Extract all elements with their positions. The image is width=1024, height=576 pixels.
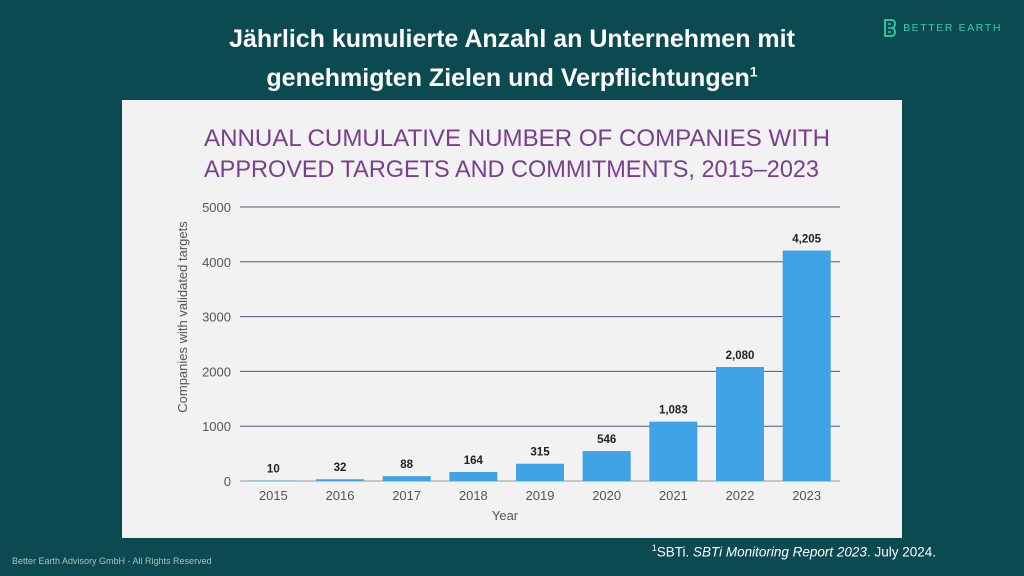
x-tick-label: 2022 <box>726 488 755 503</box>
y-tick-label: 3000 <box>202 310 231 325</box>
footnote-mark: 1 <box>651 543 657 553</box>
bar <box>449 472 498 481</box>
x-tick-label: 2023 <box>792 488 821 503</box>
chart-title-line-2: APPROVED TARGETS AND COMMITMENTS, 2015–2… <box>204 156 819 183</box>
data-label: 10 <box>267 463 280 475</box>
x-tick-label: 2019 <box>526 488 555 503</box>
footnote-prefix: SBTi. <box>656 544 693 560</box>
bar <box>582 451 631 481</box>
x-tick-label: 2017 <box>392 488 421 503</box>
y-tick-label: 1000 <box>202 419 231 434</box>
y-tick-label: 2000 <box>202 364 231 379</box>
better-earth-logo-icon <box>884 19 896 37</box>
data-label: 164 <box>464 455 484 467</box>
bar <box>516 463 564 481</box>
chart-panel: ANNUAL CUMULATIVE NUMBER OF COMPANIES WI… <box>122 100 902 538</box>
bar-chart: ANNUAL CUMULATIVE NUMBER OF COMPANIES WI… <box>175 125 840 523</box>
brand-logo: BETTER EARTH <box>883 18 1002 38</box>
bar <box>249 480 298 481</box>
brand-name: BETTER EARTH <box>903 22 1002 34</box>
footnote-report-title: SBTi Monitoring Report 2023 <box>692 544 867 560</box>
x-tick-label: 2020 <box>592 488 621 503</box>
x-tick-label: 2016 <box>326 488 355 503</box>
slide-title-line-2: genehmigten Zielen und Verpflichtungen1 <box>140 59 884 98</box>
data-label: 1,083 <box>659 405 688 417</box>
slide-title: Jährlich kumulierte Anzahl an Unternehme… <box>140 20 884 98</box>
data-label: 315 <box>530 447 550 459</box>
x-tick-label: 2015 <box>259 488 288 503</box>
x-axis-label: Year <box>492 508 519 523</box>
title-footnote-mark: 1 <box>749 63 758 80</box>
bar <box>782 250 831 481</box>
bar <box>382 476 431 481</box>
data-label: 546 <box>597 434 616 446</box>
copyright-notice: Better Earth Advisory GmbH - All Rights … <box>12 556 212 566</box>
bar <box>716 367 764 481</box>
data-label: 2,080 <box>726 350 755 362</box>
source-footnote: 1SBTi. SBTi Monitoring Report 2023. July… <box>652 543 936 560</box>
data-label: 32 <box>334 462 347 474</box>
data-label: 88 <box>400 459 413 471</box>
y-tick-label: 0 <box>224 474 231 489</box>
x-tick-label: 2021 <box>659 488 688 503</box>
x-tick-label: 2018 <box>459 488 488 503</box>
slide-title-line-2-text: genehmigten Zielen und Verpflichtungen <box>266 64 750 92</box>
y-axis-label: Companies with validated targets <box>175 221 190 413</box>
bar <box>316 479 364 481</box>
footnote-suffix: . July 2024. <box>866 544 936 560</box>
chart-title-line-1: ANNUAL CUMULATIVE NUMBER OF COMPANIES WI… <box>204 125 830 152</box>
slide-title-line-1: Jährlich kumulierte Anzahl an Unternehme… <box>229 25 795 53</box>
y-tick-label: 5000 <box>202 200 231 215</box>
data-label: 4,205 <box>792 234 821 246</box>
y-tick-label: 4000 <box>202 255 231 270</box>
bar <box>649 421 698 481</box>
